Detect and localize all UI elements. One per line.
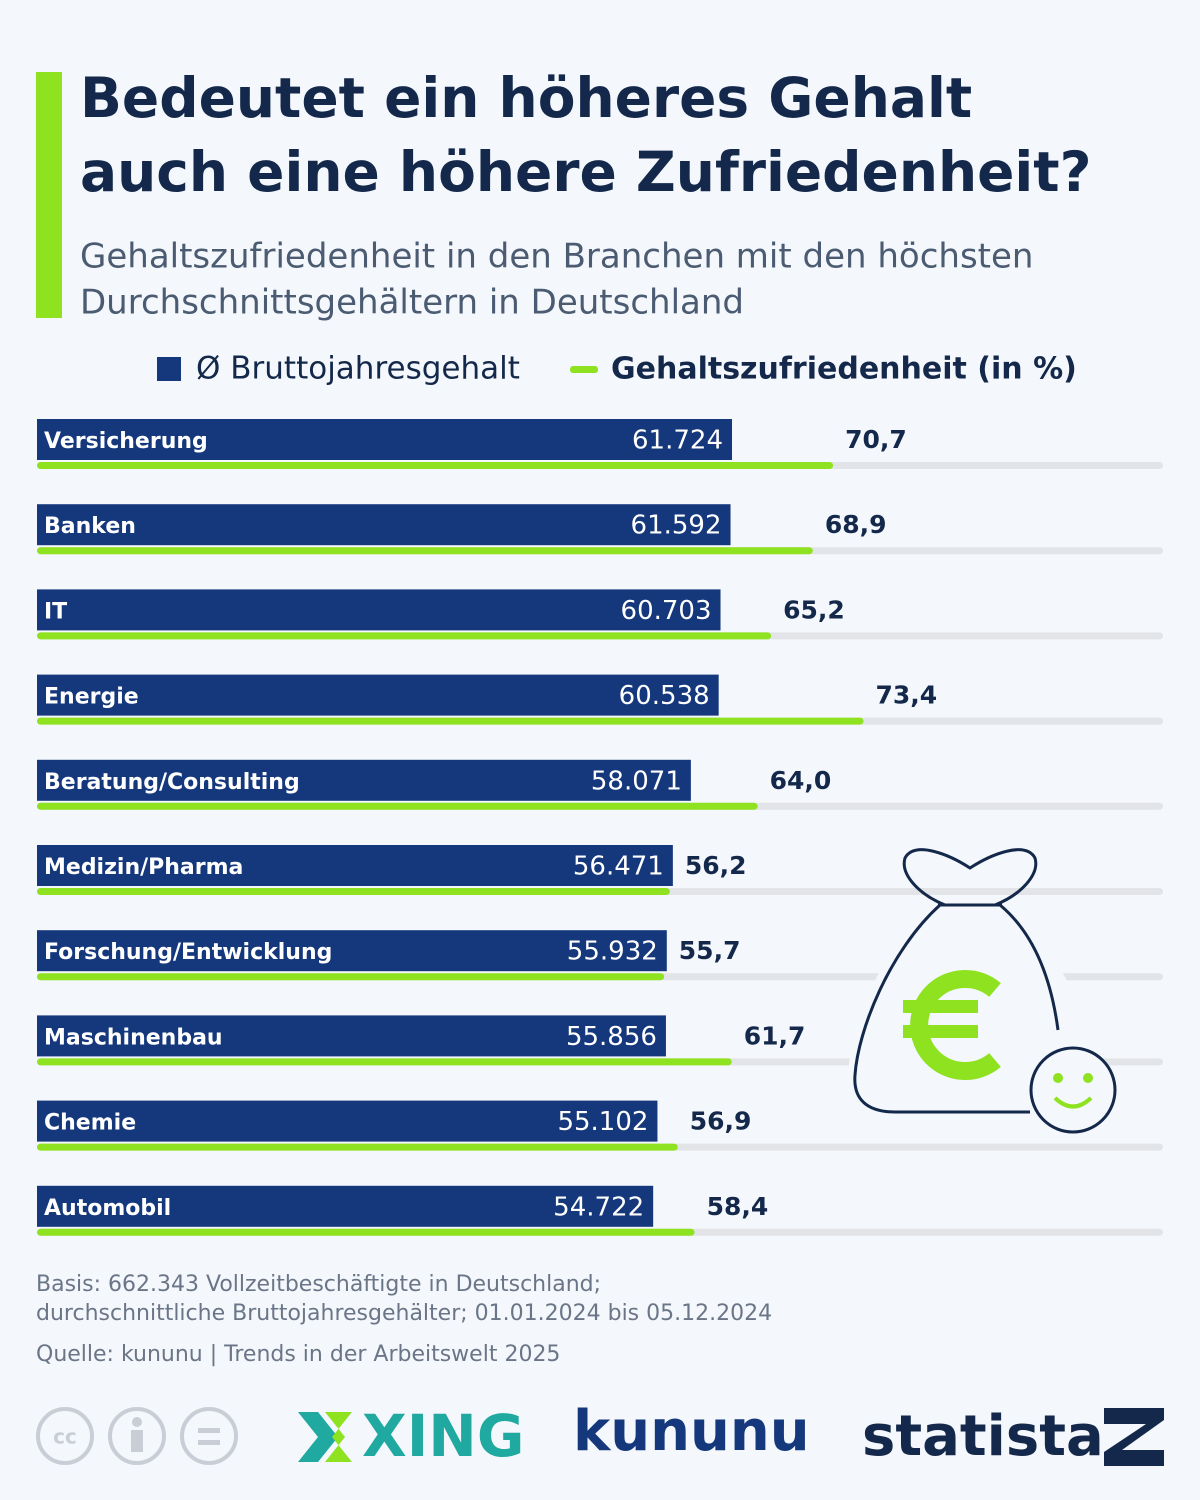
value-label: 56,9 xyxy=(690,1107,752,1136)
logo: kununu xyxy=(573,1399,810,1464)
satisfaction-line xyxy=(37,802,758,810)
satisfaction-line xyxy=(37,632,772,640)
value-label: 58.071 xyxy=(591,766,682,796)
bar xyxy=(37,1015,666,1057)
value-label: 54.722 xyxy=(553,1192,644,1222)
value-label: 61,7 xyxy=(744,1021,806,1050)
satisfaction-line xyxy=(37,888,670,895)
source: Quelle: kununu | Trends in der Arbeitswe… xyxy=(36,1342,560,1367)
statista-mark xyxy=(1104,1408,1164,1466)
category-label: Beratung/Consulting xyxy=(44,770,300,795)
value-label: 55,7 xyxy=(679,936,741,965)
xing-mark xyxy=(325,1412,352,1462)
satisfaction-line xyxy=(37,547,813,555)
subtitle: Durchschnittsgehältern in Deutschland xyxy=(80,283,744,323)
license-text: cc xyxy=(53,1425,77,1449)
value-label: 56.471 xyxy=(573,852,664,882)
category-label: Maschinenbau xyxy=(44,1025,223,1050)
satisfaction-line xyxy=(37,717,864,725)
xing-mark xyxy=(298,1412,338,1462)
value-label: 56,2 xyxy=(685,851,747,880)
value-label: 55.932 xyxy=(567,937,658,967)
title: auch eine höhere Zufriedenheit? xyxy=(80,140,1091,204)
logo: XING xyxy=(362,1402,524,1470)
legend-swatch xyxy=(570,366,598,373)
value-label: 65,2 xyxy=(783,595,845,624)
category-label: Energie xyxy=(44,685,139,710)
bar xyxy=(37,589,721,631)
satisfaction-line xyxy=(37,1228,695,1236)
satisfaction-line xyxy=(37,973,665,981)
legend-swatch xyxy=(157,357,181,381)
bar xyxy=(37,1185,654,1227)
category-label: Automobil xyxy=(44,1196,171,1221)
accent-bar xyxy=(36,72,62,318)
title: Bedeutet ein höheres Gehalt xyxy=(80,66,972,130)
category-label: Medizin/Pharma xyxy=(44,855,243,880)
subtitle: Gehaltszufriedenheit in den Branchen mit… xyxy=(80,237,1033,277)
bar xyxy=(37,504,731,546)
bar xyxy=(37,845,673,886)
value-label: 58,4 xyxy=(707,1192,769,1221)
satisfaction-line xyxy=(37,1143,678,1151)
category-label: Versicherung xyxy=(44,429,208,454)
value-label: 60.703 xyxy=(621,596,712,626)
bar xyxy=(37,674,719,716)
bar xyxy=(37,1100,658,1142)
legend-label: Ø Bruttojahresgehalt xyxy=(196,351,520,387)
value-label: 55.856 xyxy=(566,1022,657,1052)
category-label: Banken xyxy=(44,514,136,539)
satisfaction-line xyxy=(37,1058,732,1066)
value-label: 61.592 xyxy=(631,511,722,541)
money-bag-icon xyxy=(848,848,1117,1134)
value-label: 68,9 xyxy=(825,510,887,539)
value-label: 60.538 xyxy=(619,681,710,711)
value-label: 73,4 xyxy=(875,681,937,710)
logo: statista xyxy=(862,1404,1104,1469)
legend-label: Gehaltszufriedenheit (in %) xyxy=(611,352,1077,387)
chart-rows: Versicherung 61.724 70,7 Banken 61.592 68,9 IT… xyxy=(37,419,1163,1236)
category-label: Forschung/Entwicklung xyxy=(44,940,332,965)
category-label: IT xyxy=(44,599,67,624)
category-label: Chemie xyxy=(44,1111,136,1136)
value-label: 61.724 xyxy=(632,426,723,456)
satisfaction-line xyxy=(37,462,834,469)
bar xyxy=(37,930,667,972)
bar xyxy=(37,419,733,460)
note: durchschnittliche Bruttojahresgehälter; … xyxy=(36,1301,772,1326)
value-label: 64,0 xyxy=(770,766,832,795)
value-label: 55.102 xyxy=(557,1107,648,1137)
value-label: 70,7 xyxy=(845,425,907,454)
bar xyxy=(37,759,691,801)
license-icons: cc xyxy=(36,1407,238,1465)
note: Basis: 662.343 Vollzeitbeschäftigte in D… xyxy=(36,1272,601,1297)
